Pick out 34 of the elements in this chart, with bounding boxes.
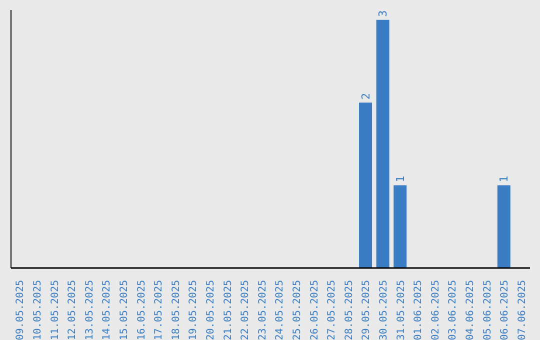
x-tick-label: 20.05.2025: [205, 280, 216, 340]
x-tick-label: 27.05.2025: [326, 280, 338, 340]
x-tick-label: 07.06.2025: [516, 280, 528, 340]
x-tick-label: 13.05.2025: [84, 280, 96, 340]
data-label: 1: [498, 176, 511, 182]
x-tick-label: 14.05.2025: [102, 280, 113, 340]
x-tick-label: 29.05.2025: [361, 280, 372, 340]
x-tick-label: 26.05.2025: [309, 280, 320, 340]
x-tick-label: 12.05.2025: [67, 280, 78, 340]
x-tick-label: 22.05.2025: [240, 280, 252, 340]
data-label: 1: [394, 176, 407, 182]
x-tick-label: 23.05.2025: [257, 280, 268, 340]
x-tick-label: 09.05.2025: [15, 280, 26, 340]
x-tick-label: 04.06.2025: [464, 280, 476, 340]
x-tick-label: 10.05.2025: [32, 280, 44, 340]
x-tick-label: 24.05.2025: [274, 280, 286, 340]
x-tick-label: 30.05.2025: [378, 280, 390, 340]
x-tick-label: 03.06.2025: [448, 280, 459, 340]
x-tick-label: 06.06.2025: [500, 280, 511, 340]
x-tick-label: 02.06.2025: [430, 280, 442, 340]
x-tick-label: 28.05.2025: [344, 280, 355, 340]
x-tick-label: 18.05.2025: [170, 280, 182, 340]
data-label: 3: [376, 10, 390, 17]
x-tick-label: 25.05.2025: [292, 280, 303, 340]
x-tick-label: 19.05.2025: [188, 280, 200, 340]
x-tick-label: 15.05.2025: [118, 280, 130, 340]
x-tick-label: 05.06.2025: [482, 280, 494, 340]
x-tick-label: 01.06.2025: [413, 280, 424, 340]
x-tick-label: 21.05.2025: [222, 280, 234, 340]
data-label: 2: [359, 92, 372, 100]
x-tick-label: 16.05.2025: [136, 280, 148, 340]
x-tick-label: 17.05.2025: [154, 280, 165, 340]
x-tick-label: 11.05.2025: [50, 280, 61, 340]
x-tick-label: 31.05.2025: [396, 280, 407, 340]
